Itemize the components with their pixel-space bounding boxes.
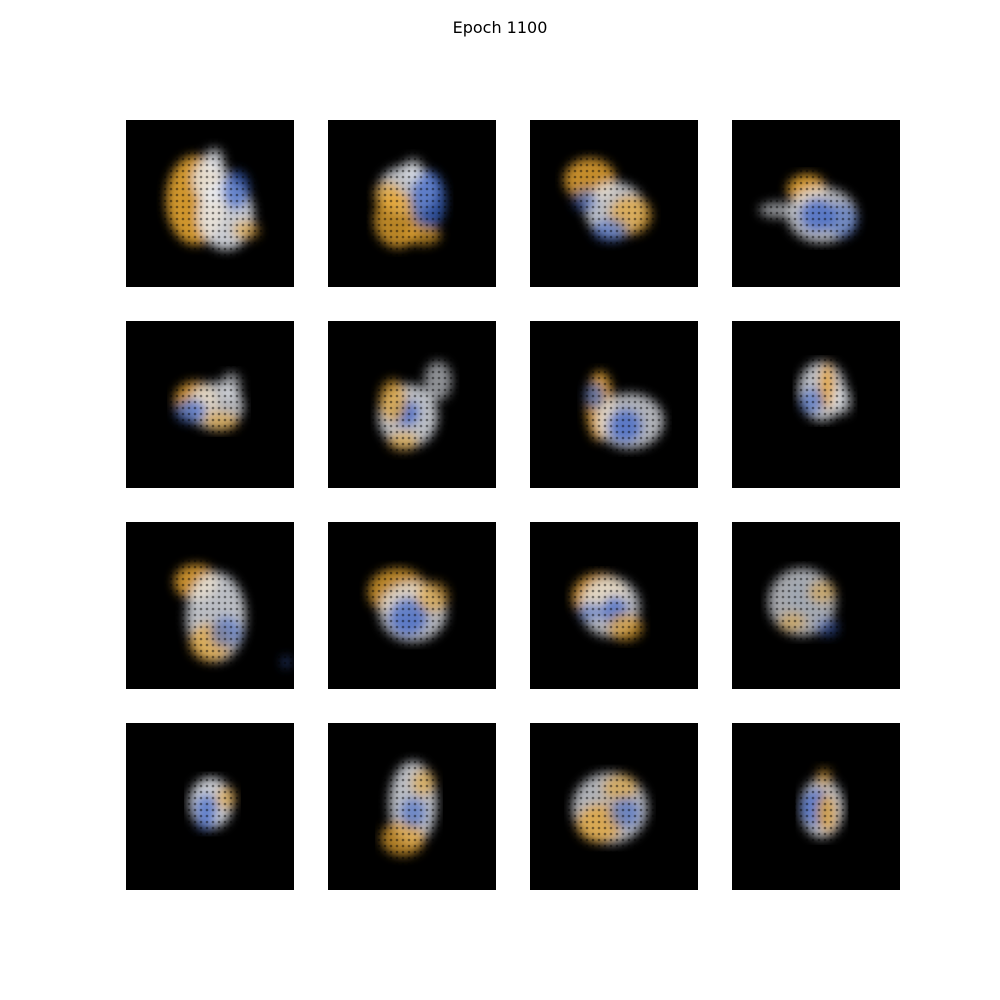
sample-image [328,522,496,689]
generated-sample-7 [530,321,698,488]
sample-image [732,522,900,689]
sample-image [732,723,900,890]
generated-sample-14 [328,723,496,890]
sample-image [732,120,900,287]
generated-sample-2 [328,120,496,287]
sample-image [530,723,698,890]
generated-sample-6 [328,321,496,488]
generated-sample-16 [732,723,900,890]
sample-image [126,723,294,890]
sample-image [328,723,496,890]
generated-sample-11 [530,522,698,689]
generated-sample-1 [126,120,294,287]
sample-image [328,321,496,488]
sample-image [126,522,294,689]
sample-image [732,321,900,488]
generated-sample-4 [732,120,900,287]
generated-sample-15 [530,723,698,890]
sample-image [328,120,496,287]
generated-sample-13 [126,723,294,890]
generated-sample-3 [530,120,698,287]
sample-image [530,522,698,689]
sample-image [530,120,698,287]
sample-grid [126,120,900,890]
generated-sample-8 [732,321,900,488]
sample-image [530,321,698,488]
sample-image [126,120,294,287]
generated-sample-9 [126,522,294,689]
figure-title: Epoch 1100 [452,18,548,37]
generated-sample-12 [732,522,900,689]
sample-image [126,321,294,488]
generated-sample-10 [328,522,496,689]
generated-sample-5 [126,321,294,488]
